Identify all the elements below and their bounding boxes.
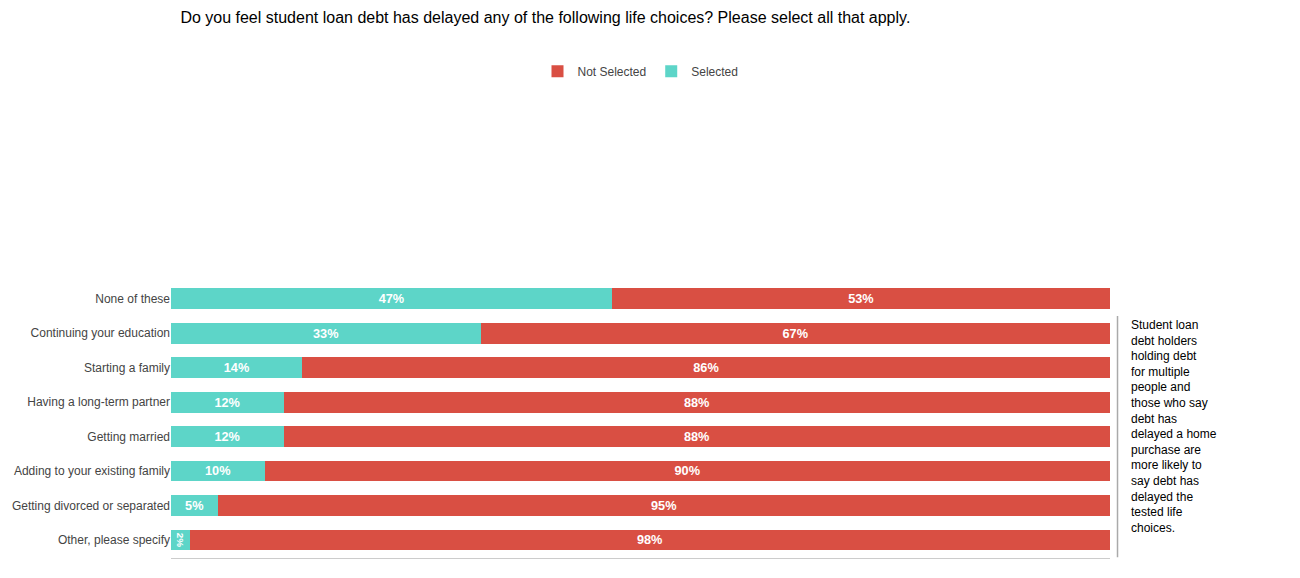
svg-text:53%: 53%	[848, 291, 873, 306]
svg-text:98%: 98%	[637, 532, 662, 547]
svg-text:33%: 33%	[313, 326, 338, 341]
svg-text:Starting a family: Starting a family	[84, 361, 170, 375]
svg-text:Do you feel student loan debt: Do you feel student loan debt has delaye…	[180, 9, 910, 26]
svg-text:86%: 86%	[693, 360, 718, 375]
svg-text:Student loandebt holdersholdin: Student loandebt holdersholding debtfor …	[1131, 318, 1217, 535]
svg-text:Getting married: Getting married	[87, 430, 170, 444]
svg-text:None of these: None of these	[95, 292, 170, 306]
svg-text:88%: 88%	[684, 395, 709, 410]
svg-text:12%: 12%	[214, 395, 239, 410]
svg-text:14%: 14%	[224, 360, 249, 375]
svg-text:Getting divorced or separated: Getting divorced or separated	[12, 499, 170, 513]
svg-text:95%: 95%	[651, 498, 676, 513]
svg-text:Adding to your existing family: Adding to your existing family	[14, 464, 170, 478]
svg-text:47%: 47%	[379, 291, 404, 306]
svg-text:88%: 88%	[684, 429, 709, 444]
svg-text:2%: 2%	[175, 533, 186, 548]
svg-text:67%: 67%	[782, 326, 807, 341]
svg-text:Other, please specify: Other, please specify	[58, 533, 170, 547]
svg-text:Continuing your education: Continuing your education	[31, 326, 170, 340]
svg-text:10%: 10%	[205, 463, 230, 478]
svg-text:90%: 90%	[675, 463, 700, 478]
svg-text:Not Selected: Not Selected	[578, 65, 647, 79]
svg-text:12%: 12%	[214, 429, 239, 444]
svg-text:Selected: Selected	[691, 65, 738, 79]
svg-text:Having a long-term partner: Having a long-term partner	[27, 395, 170, 409]
svg-text:5%: 5%	[185, 498, 203, 513]
